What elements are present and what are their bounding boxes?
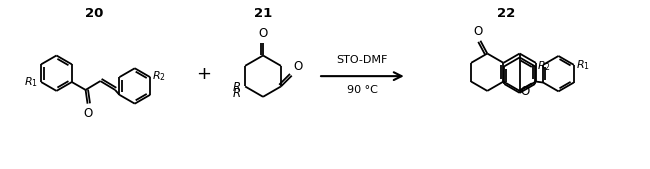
Text: 90 °C: 90 °C [347,85,378,95]
Text: 20: 20 [84,7,103,20]
Text: 22: 22 [497,7,515,20]
Text: R: R [233,81,241,94]
Text: R: R [233,87,241,100]
Text: $R_2$: $R_2$ [537,59,551,73]
Text: STO-DMF: STO-DMF [337,55,388,65]
Text: O: O [474,25,483,38]
Text: O: O [259,27,268,40]
Text: 21: 21 [254,7,272,20]
Text: O: O [294,60,303,73]
Text: +: + [196,65,211,83]
Text: $R_1$: $R_1$ [576,58,590,72]
Text: $R_2$: $R_2$ [152,69,166,83]
Text: O: O [521,85,530,98]
Text: $R_1$: $R_1$ [24,75,38,89]
Text: O: O [83,107,92,120]
